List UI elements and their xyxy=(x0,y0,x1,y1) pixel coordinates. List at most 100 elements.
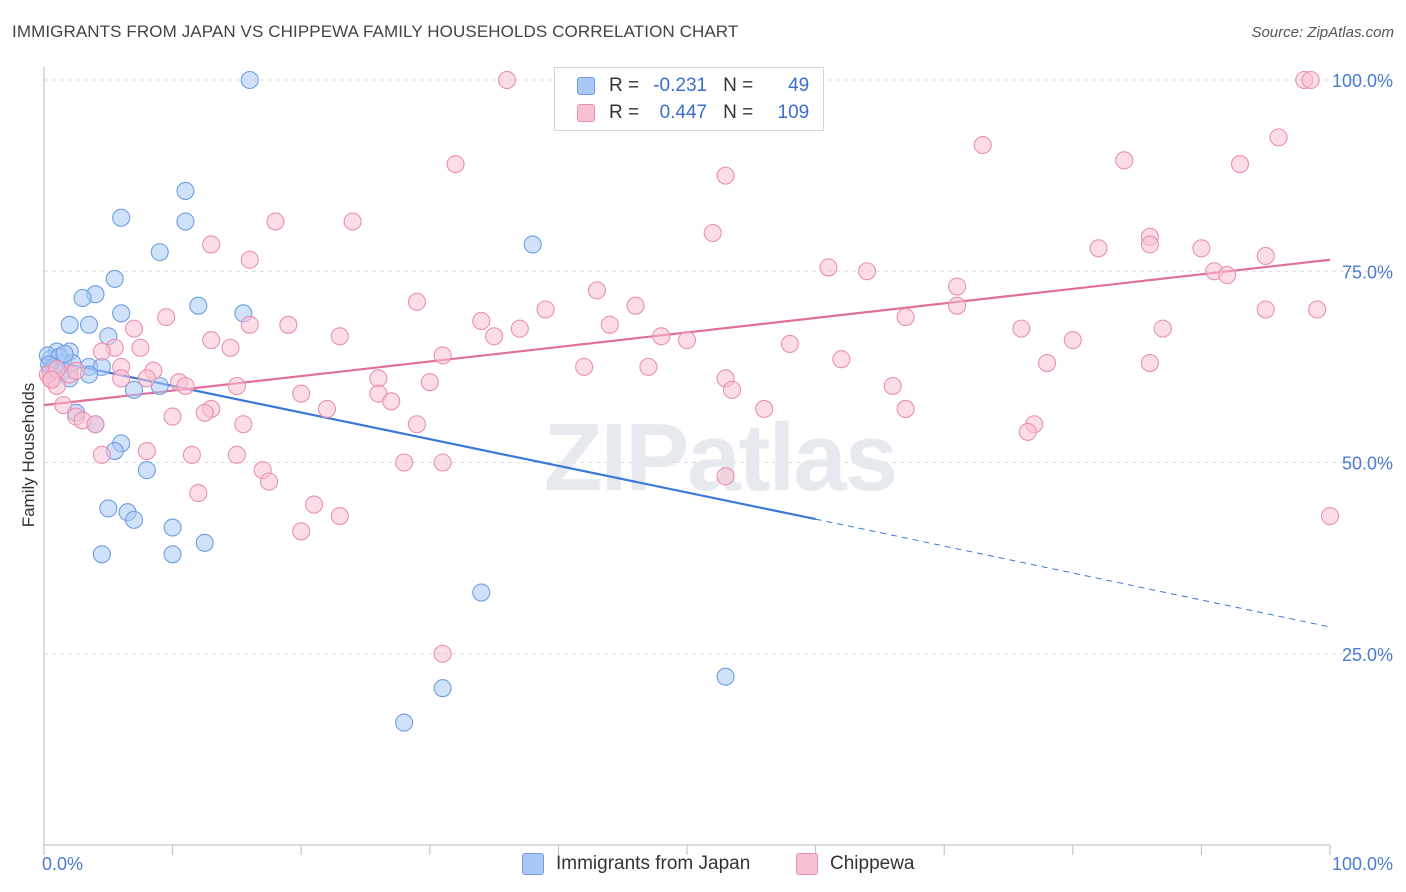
point-chippewa xyxy=(157,308,176,327)
legend-n-value: 49 xyxy=(788,75,810,96)
legend-n-value: 109 xyxy=(777,102,810,123)
point-japan xyxy=(60,315,79,334)
point-chippewa xyxy=(1140,235,1160,254)
point-chippewa xyxy=(67,361,86,380)
legend-swatch-chippewa xyxy=(577,104,595,122)
point-chippewa xyxy=(234,415,253,434)
point-chippewa xyxy=(948,277,967,296)
point-chippewa xyxy=(575,357,594,376)
point-chippewa xyxy=(755,399,774,419)
point-chippewa xyxy=(92,445,111,464)
point-chippewa xyxy=(722,380,742,399)
point-chippewa xyxy=(292,522,311,541)
x-tick-label: 100.0% xyxy=(1332,854,1393,874)
point-chippewa xyxy=(86,415,105,434)
point-chippewa xyxy=(536,300,555,319)
point-chippewa xyxy=(485,327,504,346)
point-japan xyxy=(55,344,74,363)
point-chippewa xyxy=(973,135,992,155)
point-chippewa xyxy=(163,407,182,426)
point-chippewa xyxy=(42,370,61,389)
point-chippewa xyxy=(1063,331,1082,350)
legend-r-label: R = xyxy=(609,75,640,96)
point-chippewa xyxy=(279,315,298,334)
point-chippewa xyxy=(1192,239,1211,258)
point-chippewa xyxy=(1269,128,1288,147)
point-chippewa xyxy=(112,369,131,388)
point-chippewa xyxy=(857,262,877,281)
gridlines xyxy=(44,79,1394,655)
point-chippewa xyxy=(1256,300,1275,319)
point-chippewa xyxy=(92,342,111,361)
point-chippewa xyxy=(1089,239,1108,258)
point-chippewa xyxy=(330,506,349,526)
point-chippewa xyxy=(832,350,851,369)
legend-row-japan: R = -0.231 N = 49 xyxy=(577,73,809,99)
point-chippewa xyxy=(883,376,902,396)
point-chippewa xyxy=(305,495,324,514)
point-chippewa xyxy=(202,331,221,350)
point-japan xyxy=(240,70,259,90)
point-japan xyxy=(79,315,99,334)
point-chippewa xyxy=(510,319,529,338)
point-chippewa xyxy=(433,346,452,365)
source-label: Source: ZipAtlas.com xyxy=(1251,24,1394,41)
watermark: ZIPatlas xyxy=(544,404,896,511)
point-chippewa xyxy=(420,373,439,392)
point-chippewa xyxy=(1256,246,1275,265)
point-chippewa xyxy=(330,327,349,346)
y-tick-label: 25.0% xyxy=(1342,645,1393,665)
point-chippewa xyxy=(195,403,214,422)
point-chippewa xyxy=(1018,422,1037,441)
point-chippewa xyxy=(395,453,414,472)
point-chippewa xyxy=(1038,353,1057,373)
legend-r-value: 0.447 xyxy=(659,102,708,123)
point-chippewa xyxy=(137,369,156,388)
point-chippewa xyxy=(626,296,645,315)
legend-item-chippewa[interactable]: Chippewa xyxy=(796,852,915,876)
point-chippewa xyxy=(1320,506,1340,526)
point-chippewa xyxy=(54,396,73,415)
point-chippewa xyxy=(472,311,491,331)
legend-item-japan[interactable]: Immigrants from Japan xyxy=(522,852,750,876)
point-chippewa xyxy=(716,166,735,185)
point-chippewa xyxy=(1301,70,1320,90)
point-japan xyxy=(124,380,144,399)
point-chippewa xyxy=(292,384,311,403)
point-japan xyxy=(189,296,208,315)
legend-n-label: N = xyxy=(723,75,754,96)
point-chippewa xyxy=(433,644,452,663)
point-chippewa xyxy=(1218,266,1237,285)
y-tick-label: 50.0% xyxy=(1342,454,1393,474)
trend-line-extension-japan xyxy=(815,518,1331,628)
point-chippewa xyxy=(202,235,221,254)
point-japan xyxy=(124,510,144,529)
point-japan xyxy=(112,304,131,323)
point-chippewa xyxy=(176,376,195,396)
y-tick-label: 100.0% xyxy=(1332,71,1393,91)
point-chippewa xyxy=(266,212,285,231)
point-chippewa xyxy=(240,250,259,269)
point-chippewa xyxy=(896,399,915,419)
point-japan xyxy=(112,208,131,227)
point-japan xyxy=(99,499,118,518)
point-chippewa xyxy=(259,472,279,491)
legend-swatch-japan xyxy=(522,853,544,875)
point-japan xyxy=(176,212,195,231)
point-chippewa xyxy=(131,338,150,357)
point-japan xyxy=(472,583,491,602)
point-chippewa xyxy=(639,357,658,376)
point-japan xyxy=(395,713,414,732)
point-japan xyxy=(92,545,111,564)
point-japan xyxy=(73,288,92,308)
correlation-legend: R = -0.231 N = 49 R = 0.447 N = 109 xyxy=(554,67,824,131)
point-chippewa xyxy=(703,223,722,243)
y-tick-label: 75.0% xyxy=(1342,262,1393,282)
point-chippewa xyxy=(240,315,259,334)
point-japan xyxy=(195,533,214,552)
point-chippewa xyxy=(407,415,426,434)
legend-row-chippewa: R = 0.447 N = 109 xyxy=(577,100,809,126)
point-chippewa xyxy=(652,327,671,346)
point-chippewa xyxy=(189,484,208,503)
